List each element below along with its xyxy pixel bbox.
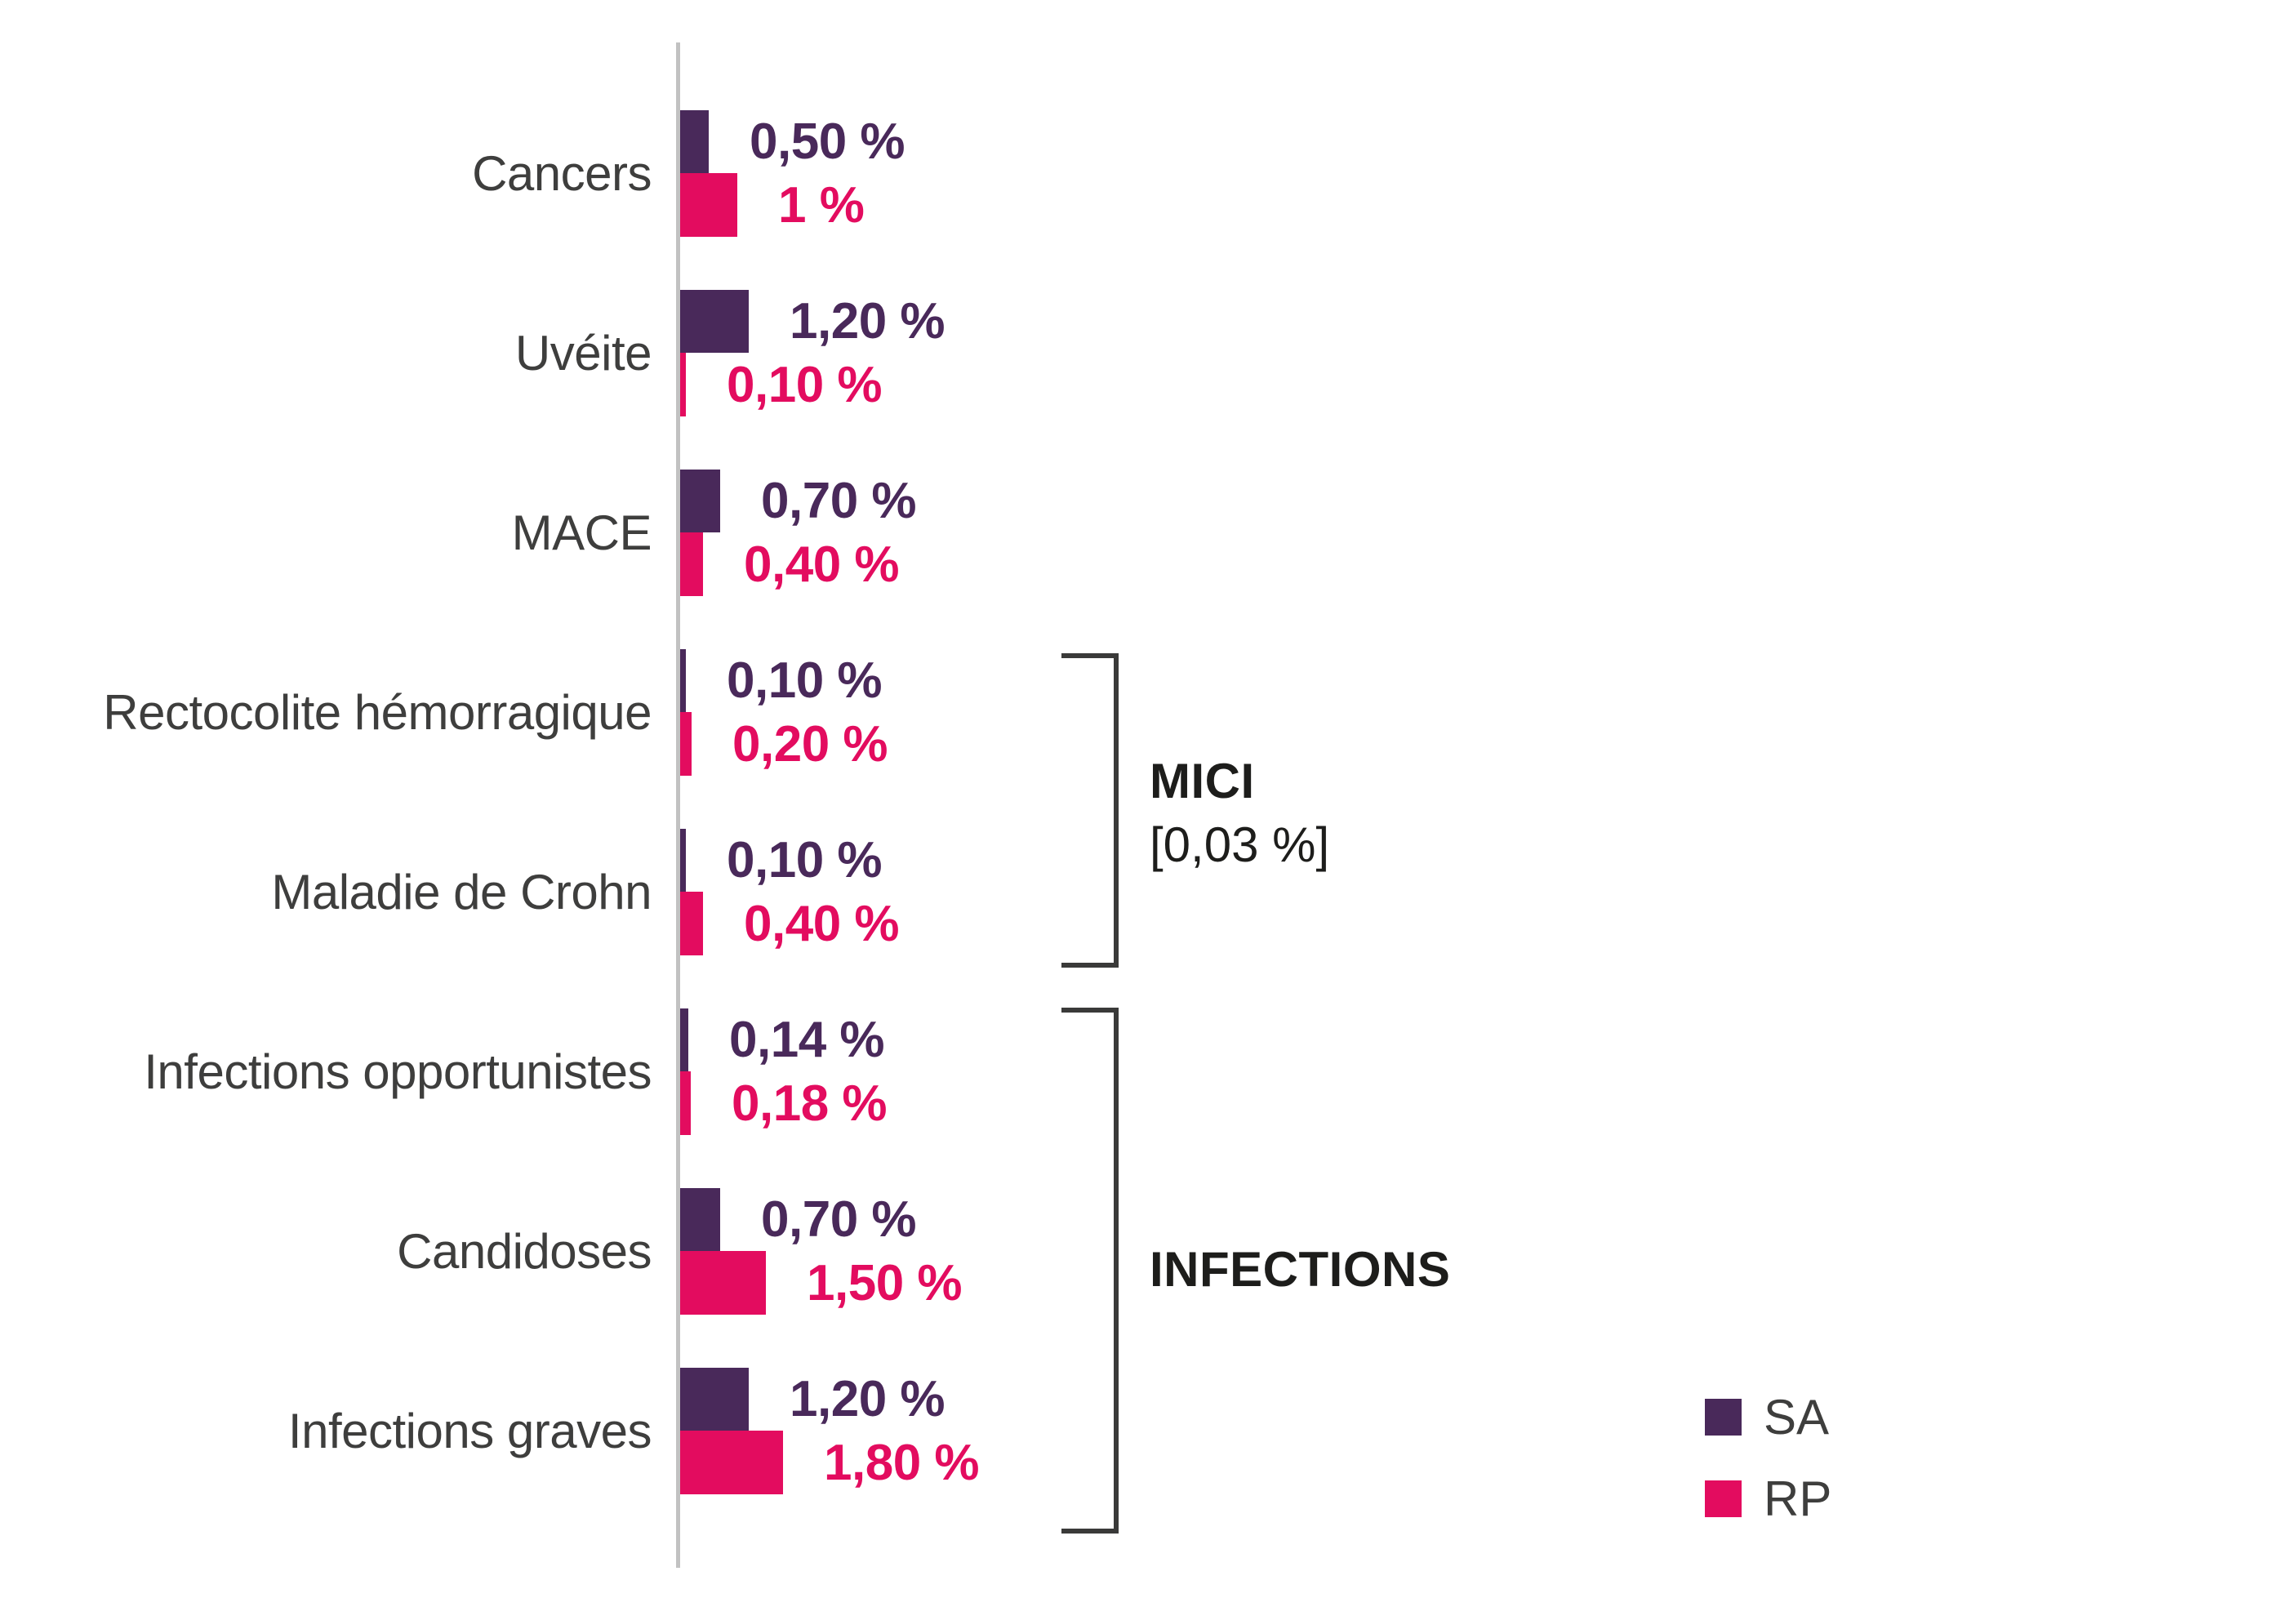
value-label-sa: 0,50 % [750, 114, 905, 170]
mici-group-label: MICI [0,03 %] [1150, 750, 1329, 877]
category-label: Maladie de Crohn [271, 864, 652, 919]
bar-rp [680, 1431, 783, 1494]
bar-rp [680, 1071, 691, 1135]
legend-label-rp: RP [1764, 1471, 1832, 1526]
bar-sa [680, 290, 749, 353]
bar-sa [680, 649, 686, 712]
category-label: Rectocolite hémorragique [103, 684, 652, 740]
value-label-sa: 1,20 % [790, 293, 946, 349]
bar-sa [680, 110, 709, 173]
mici-bracket [1061, 653, 1119, 968]
value-label-sa: 0,14 % [729, 1012, 885, 1068]
bar-rp [680, 173, 737, 237]
value-label-sa: 0,10 % [727, 652, 883, 709]
value-label-sa: 0,10 % [727, 832, 883, 888]
category-label: MACE [511, 505, 652, 560]
value-label-rp: 1 % [778, 176, 865, 234]
mici-label: MICI [1150, 754, 1255, 808]
category-label: Uvéite [514, 325, 652, 381]
legend-row-sa: SA [1705, 1389, 1831, 1445]
bar-rp [680, 532, 703, 596]
value-label-sa: 0,70 % [761, 1191, 917, 1248]
bar-rp [680, 1251, 766, 1315]
axis-baseline [676, 42, 680, 1568]
legend: SA RP [1705, 1389, 1831, 1527]
bar-rp [680, 892, 703, 955]
category-label: Infections opportunistes [144, 1044, 652, 1099]
bar-sa [680, 1368, 749, 1431]
rp-swatch-icon [1705, 1480, 1742, 1517]
value-label-rp: 0,10 % [727, 356, 883, 413]
value-label-rp: 1,80 % [824, 1434, 980, 1491]
infections-label: INFECTIONS [1150, 1242, 1451, 1297]
mici-sublabel: [0,03 %] [1150, 817, 1330, 872]
infections-group-label: INFECTIONS [1150, 1238, 1450, 1302]
value-label-rp: 0,40 % [744, 895, 900, 952]
legend-label-sa: SA [1764, 1390, 1830, 1445]
bar-sa [680, 1008, 688, 1071]
bar-rp [680, 353, 686, 416]
infections-bracket [1061, 1008, 1119, 1534]
value-label-rp: 1,50 % [807, 1254, 963, 1311]
legend-row-rp: RP [1705, 1471, 1831, 1527]
value-label-rp: 0,20 % [732, 715, 888, 772]
value-label-rp: 0,40 % [744, 536, 900, 593]
bar-sa [680, 829, 686, 892]
bar-sa [680, 470, 720, 532]
value-label-sa: 1,20 % [790, 1371, 946, 1427]
value-label-sa: 0,70 % [761, 473, 917, 529]
value-label-rp: 0,18 % [732, 1075, 888, 1132]
bar-rp [680, 712, 692, 776]
category-label: Cancers [472, 145, 652, 201]
bar-sa [680, 1188, 720, 1251]
category-label: Candidoses [397, 1223, 652, 1279]
sa-swatch-icon [1705, 1399, 1742, 1436]
category-label: Infections graves [287, 1403, 652, 1458]
